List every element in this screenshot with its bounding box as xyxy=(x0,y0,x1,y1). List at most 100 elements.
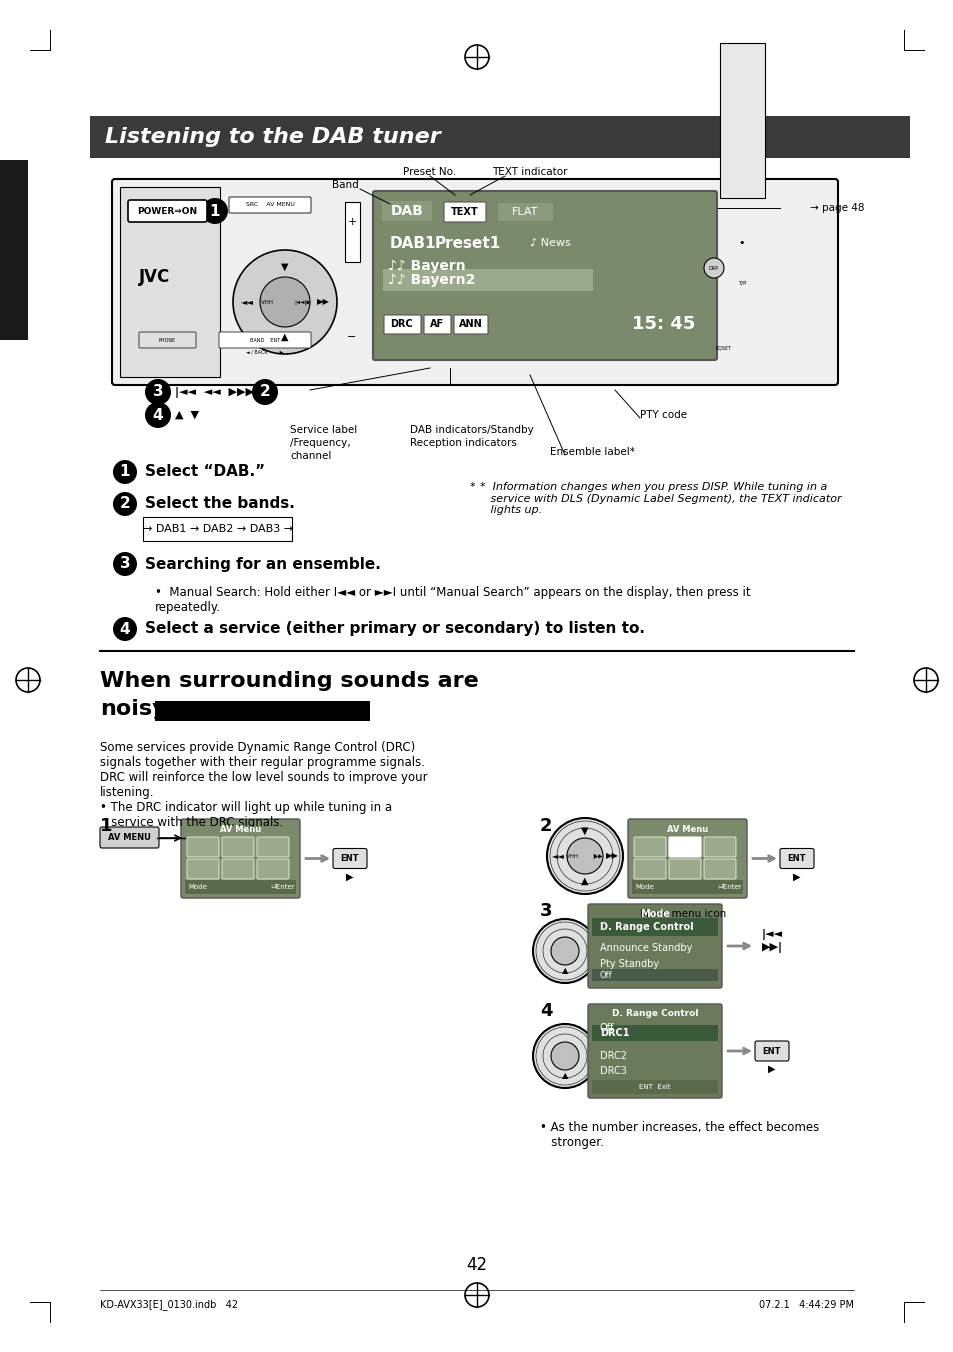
Text: PTY code: PTY code xyxy=(639,410,686,420)
FancyBboxPatch shape xyxy=(333,849,367,868)
Text: PHONE: PHONE xyxy=(158,338,175,342)
Bar xyxy=(631,880,742,894)
Text: When surrounding sounds are: When surrounding sounds are xyxy=(100,671,478,691)
Bar xyxy=(720,43,764,197)
Text: ⏎Enter: ⏎Enter xyxy=(717,884,741,890)
Text: ▲: ▲ xyxy=(580,876,588,886)
Text: Ensemble label*: Ensemble label* xyxy=(550,448,634,457)
Text: ▲  ▼: ▲ ▼ xyxy=(174,410,199,420)
Circle shape xyxy=(551,1042,578,1069)
FancyBboxPatch shape xyxy=(634,837,665,857)
Circle shape xyxy=(546,818,622,894)
Circle shape xyxy=(145,402,171,429)
Text: Mode: Mode xyxy=(639,909,669,919)
Bar xyxy=(592,918,718,936)
FancyBboxPatch shape xyxy=(181,819,299,898)
Text: DAB: DAB xyxy=(390,204,423,218)
Text: AV Menu: AV Menu xyxy=(666,825,707,833)
Text: DRC: DRC xyxy=(390,319,413,329)
Text: ♪♪ Bayern2: ♪♪ Bayern2 xyxy=(388,273,475,287)
Text: BAND    ENT: BAND ENT xyxy=(250,338,280,342)
Text: *: * xyxy=(470,483,476,492)
Text: Listening to the DAB tuner: Listening to the DAB tuner xyxy=(105,127,440,147)
FancyBboxPatch shape xyxy=(143,516,292,541)
FancyBboxPatch shape xyxy=(423,315,451,334)
FancyBboxPatch shape xyxy=(668,837,700,857)
Bar xyxy=(382,269,593,291)
FancyBboxPatch shape xyxy=(668,859,700,879)
Text: ▶: ▶ xyxy=(792,872,800,882)
Text: T/P: T/P xyxy=(737,280,745,285)
Circle shape xyxy=(260,277,310,327)
Text: 3: 3 xyxy=(539,902,552,919)
Text: TEXT: TEXT xyxy=(451,207,478,218)
Text: Select the bands.: Select the bands. xyxy=(145,496,294,511)
Text: ◄◄: ◄◄ xyxy=(551,852,564,860)
Bar xyxy=(154,700,370,721)
Text: D. Range Control: D. Range Control xyxy=(611,1010,698,1018)
Text: DAB1: DAB1 xyxy=(390,235,436,250)
Text: Off: Off xyxy=(599,971,612,979)
Text: AV MENU: AV MENU xyxy=(108,833,151,842)
Text: +: + xyxy=(347,218,356,227)
Text: ENGLISH: ENGLISH xyxy=(9,404,19,456)
Text: Reception indicators: Reception indicators xyxy=(410,438,517,448)
Circle shape xyxy=(202,197,228,224)
Text: • As the number increases, the effect becomes
   stronger.: • As the number increases, the effect be… xyxy=(539,1121,819,1149)
Text: DRC3: DRC3 xyxy=(599,1065,626,1076)
Text: ▶: ▶ xyxy=(767,1064,775,1073)
Circle shape xyxy=(533,919,597,983)
Text: ◄◄: ◄◄ xyxy=(240,297,253,307)
Text: •: • xyxy=(738,238,744,247)
Circle shape xyxy=(145,379,171,406)
Text: −: − xyxy=(347,333,356,342)
Text: ▲: ▲ xyxy=(561,1072,568,1080)
Text: FLAT: FLAT xyxy=(511,207,537,218)
Text: ▶▶: ▶▶ xyxy=(316,297,329,307)
Text: 2: 2 xyxy=(259,384,270,399)
FancyBboxPatch shape xyxy=(128,200,207,222)
Text: ⏎Enter: ⏎Enter xyxy=(271,884,295,890)
Text: 42: 42 xyxy=(466,1256,487,1274)
Circle shape xyxy=(703,258,723,279)
Text: SRC    AV MENU: SRC AV MENU xyxy=(245,203,294,207)
Text: D. Range Control: D. Range Control xyxy=(599,922,693,932)
Text: Searching for an ensemble.: Searching for an ensemble. xyxy=(145,557,380,572)
FancyBboxPatch shape xyxy=(754,1041,788,1061)
Text: ▲: ▲ xyxy=(281,333,289,342)
Circle shape xyxy=(551,937,578,965)
FancyBboxPatch shape xyxy=(139,333,195,347)
Text: noisy: noisy xyxy=(100,699,167,719)
Bar xyxy=(592,1080,718,1094)
Bar xyxy=(345,201,359,262)
FancyBboxPatch shape xyxy=(112,178,837,385)
Text: Preset No.: Preset No. xyxy=(403,168,456,177)
Text: V.HH: V.HH xyxy=(260,300,274,304)
Text: Mode: Mode xyxy=(635,884,654,890)
Text: AF: AF xyxy=(430,319,443,329)
Text: ▶: ▶ xyxy=(346,872,354,882)
Text: ▼: ▼ xyxy=(580,826,588,836)
FancyBboxPatch shape xyxy=(187,837,219,857)
FancyBboxPatch shape xyxy=(187,859,219,879)
Text: |◄◄  ◄◄  ▶▶▶|: |◄◄ ◄◄ ▶▶▶| xyxy=(174,387,257,397)
Text: Mode menu icon: Mode menu icon xyxy=(639,909,725,919)
FancyBboxPatch shape xyxy=(587,1005,721,1098)
Circle shape xyxy=(252,379,277,406)
FancyBboxPatch shape xyxy=(222,859,253,879)
Text: DRC2: DRC2 xyxy=(599,1051,626,1061)
Text: ♪♪ Bayern: ♪♪ Bayern xyxy=(388,260,465,273)
Circle shape xyxy=(233,250,336,354)
Text: ◄ / BACK        ▶: ◄ / BACK ▶ xyxy=(246,350,283,354)
Text: Select “DAB.”: Select “DAB.” xyxy=(145,465,265,480)
Bar xyxy=(592,1025,718,1041)
Text: 4: 4 xyxy=(539,1002,552,1019)
Text: 3: 3 xyxy=(152,384,163,399)
Circle shape xyxy=(112,552,137,576)
Text: ▲: ▲ xyxy=(561,967,568,976)
FancyBboxPatch shape xyxy=(373,191,717,360)
Text: TEXT indicator: TEXT indicator xyxy=(492,168,567,177)
Circle shape xyxy=(533,1023,597,1088)
FancyBboxPatch shape xyxy=(780,849,813,868)
FancyBboxPatch shape xyxy=(222,837,253,857)
